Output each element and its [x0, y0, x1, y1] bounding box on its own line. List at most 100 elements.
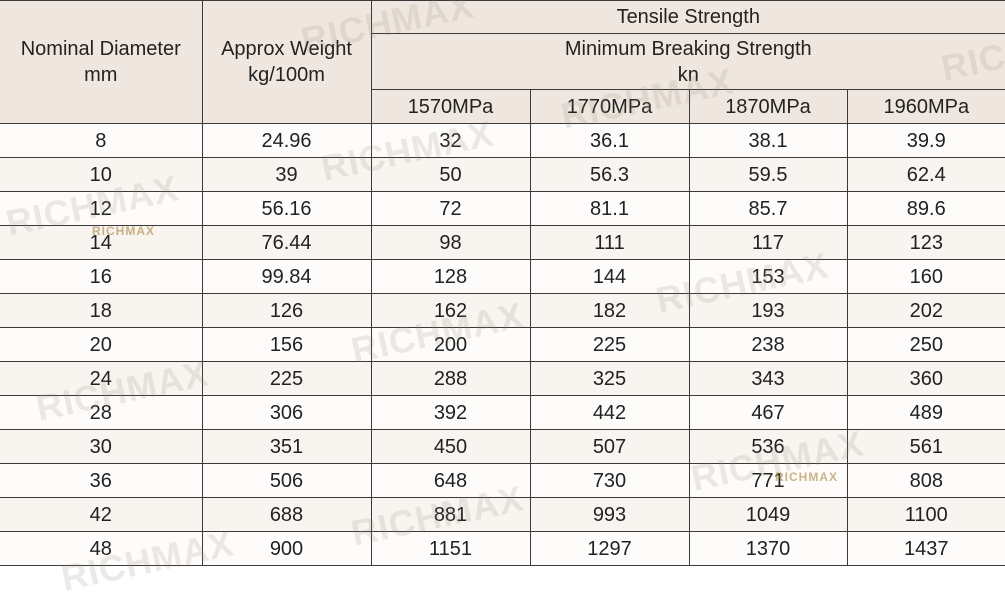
- header-line: Nominal Diameter: [20, 38, 181, 60]
- diameter-header: Nominal Diameter mm: [0, 0, 203, 124]
- table-cell: 225: [201, 361, 372, 396]
- table-cell: 20: [0, 327, 203, 362]
- table-cell: 881: [370, 497, 531, 532]
- table-cell: 128: [370, 259, 531, 294]
- table-cell: 1151: [370, 531, 531, 566]
- table-cell: 1437: [846, 531, 1005, 566]
- table-cell: 56.3: [529, 157, 690, 192]
- table-row: 10 39 50 56.3 59.5 62.4: [0, 157, 1005, 192]
- grade-header: 1960MPa: [846, 89, 1005, 124]
- table-cell: 442: [529, 395, 690, 430]
- table-cell: 81.1: [529, 191, 690, 226]
- table-cell: 56.16: [201, 191, 372, 226]
- table-cell: 36: [0, 463, 203, 498]
- table-cell: 117: [688, 225, 848, 260]
- table-cell: 360: [846, 361, 1005, 396]
- table-cell: 343: [688, 361, 848, 396]
- table-cell: 39: [201, 157, 372, 192]
- table-header: Nominal Diameter mm Approx Weight kg/100…: [0, 0, 1005, 124]
- table-cell: 144: [529, 259, 690, 294]
- table-row: 20 156 200 225 238 250: [0, 327, 1005, 362]
- table-cell: 238: [688, 327, 848, 362]
- header-row: Minimum Breaking Strength kn: [0, 33, 1005, 90]
- weight-header: Approx Weight kg/100m: [201, 0, 372, 124]
- table-row: 18 126 162 182 193 202: [0, 293, 1005, 328]
- table-cell: 42: [0, 497, 203, 532]
- table-row: 8 24.96 32 36.1 38.1 39.9: [0, 123, 1005, 158]
- table-cell: 450: [370, 429, 531, 464]
- table-cell: 16: [0, 259, 203, 294]
- grade-header: 1570MPa: [371, 89, 531, 124]
- table-cell: 28: [0, 395, 203, 430]
- table-cell: 392: [370, 395, 531, 430]
- tensile-header: Tensile Strength: [370, 0, 1005, 34]
- table-cell: 250: [846, 327, 1005, 362]
- table-cell: 193: [688, 293, 848, 328]
- table-cell: 123: [846, 225, 1005, 260]
- table-row: 16 99.84 128 144 153 160: [0, 259, 1005, 294]
- table-cell: 153: [688, 259, 848, 294]
- table-cell: 200: [370, 327, 531, 362]
- grade-header: 1770MPa: [529, 89, 690, 124]
- table-cell: 1370: [688, 531, 848, 566]
- table-cell: 14: [0, 225, 203, 260]
- table-cell: 1049: [688, 497, 848, 532]
- header-row: 1570MPa 1770MPa 1870MPa 1960MPa: [0, 89, 1005, 124]
- table-cell: 10: [0, 157, 203, 192]
- table-cell: 85.7: [688, 191, 848, 226]
- table-cell: 160: [846, 259, 1005, 294]
- table-cell: 30: [0, 429, 203, 464]
- strength-table: Nominal Diameter mm Approx Weight kg/100…: [0, 0, 1005, 566]
- table-body: 8 24.96 32 36.1 38.1 39.9 10 39 50 56.3 59.5 62.4 12…: [0, 123, 1005, 566]
- table-cell: 507: [529, 429, 690, 464]
- header-unit: kg/100m: [248, 64, 325, 86]
- table-cell: 12: [0, 191, 203, 226]
- table-cell: 688: [201, 497, 372, 532]
- table-cell: 808: [846, 463, 1005, 498]
- table-cell: 36.1: [529, 123, 690, 158]
- header-row: Nominal Diameter mm Approx Weight kg/100…: [0, 0, 1005, 124]
- table-cell: 648: [370, 463, 531, 498]
- table-cell: 38.1: [688, 123, 848, 158]
- table-cell: 225: [529, 327, 690, 362]
- table-cell: 162: [370, 293, 531, 328]
- table-cell: 306: [201, 395, 372, 430]
- table-cell: 99.84: [201, 259, 372, 294]
- table-cell: 1100: [846, 497, 1005, 532]
- table-cell: 98: [370, 225, 531, 260]
- table-cell: 536: [688, 429, 848, 464]
- table-row: 28 306 392 442 467 489: [0, 395, 1005, 430]
- table-cell: 111: [529, 225, 690, 260]
- table-cell: 351: [201, 429, 372, 464]
- table-row: 14 76.44 98 111 117 123: [0, 225, 1005, 260]
- table-cell: 24.96: [201, 123, 372, 158]
- table-cell: 89.6: [846, 191, 1005, 226]
- table-row: 42 688 881 993 1049 1100: [0, 497, 1005, 532]
- table-cell: 72: [370, 191, 531, 226]
- table-cell: 32: [370, 123, 531, 158]
- table-cell: 561: [846, 429, 1005, 464]
- table-row: 48 900 1151 1297 1370 1437: [0, 531, 1005, 566]
- table-cell: 993: [529, 497, 690, 532]
- header-line: Minimum Breaking Strength: [564, 37, 812, 60]
- table-cell: 126: [201, 293, 372, 328]
- table-row: 24 225 288 325 343 360: [0, 361, 1005, 396]
- breaking-header: Minimum Breaking Strength kn: [371, 33, 1005, 90]
- table-cell: 76.44: [201, 225, 372, 260]
- table-cell: 325: [529, 361, 690, 396]
- table-cell: 288: [370, 361, 531, 396]
- table-row: 12 56.16 72 81.1 85.7 89.6: [0, 191, 1005, 226]
- table-cell: 24: [0, 361, 203, 396]
- table-cell: 156: [201, 327, 372, 362]
- grade-header: 1870MPa: [688, 89, 848, 124]
- table-cell: 18: [0, 293, 203, 328]
- table-cell: 59.5: [688, 157, 848, 192]
- table-cell: 202: [846, 293, 1005, 328]
- table-cell: 771: [688, 463, 848, 498]
- table-cell: 506: [201, 463, 372, 498]
- table-row: 36 506 648 730 771 808: [0, 463, 1005, 498]
- table-row: 30 351 450 507 536 561: [0, 429, 1005, 464]
- table-cell: 50: [370, 157, 531, 192]
- header-unit: kn: [677, 63, 699, 86]
